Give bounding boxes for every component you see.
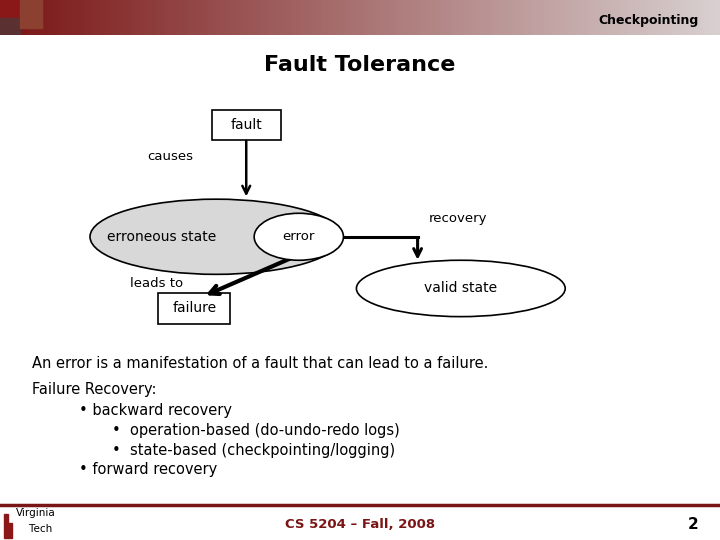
FancyBboxPatch shape	[158, 293, 230, 323]
Text: Tech: Tech	[16, 524, 52, 535]
Text: Checkpointing: Checkpointing	[598, 14, 698, 27]
Text: •  operation-based (do-undo-redo logs): • operation-based (do-undo-redo logs)	[112, 423, 400, 438]
Ellipse shape	[356, 260, 565, 316]
Text: valid state: valid state	[424, 281, 498, 295]
Text: •  state-based (checkpointing/logging): • state-based (checkpointing/logging)	[112, 443, 395, 457]
Bar	[0, 17, 20, 35]
Bar	[0, 0, 20, 17]
Ellipse shape	[90, 199, 342, 274]
Text: causes: causes	[147, 151, 193, 164]
Text: failure: failure	[172, 301, 217, 315]
Text: leads to: leads to	[130, 277, 184, 290]
Text: fault: fault	[230, 118, 263, 132]
Text: CS 5204 – Fall, 2008: CS 5204 – Fall, 2008	[285, 518, 435, 531]
Bar	[4, 514, 8, 523]
Text: Failure Recovery:: Failure Recovery:	[32, 382, 157, 397]
Text: recovery: recovery	[428, 212, 487, 225]
Text: erroneous state: erroneous state	[107, 230, 217, 244]
Text: • backward recovery: • backward recovery	[79, 403, 232, 418]
Bar	[4, 523, 12, 538]
Text: error: error	[283, 230, 315, 243]
Text: An error is a manifestation of a fault that can lead to a failure.: An error is a manifestation of a fault t…	[32, 356, 489, 371]
Text: • forward recovery: • forward recovery	[79, 462, 217, 477]
FancyBboxPatch shape	[212, 110, 281, 140]
Ellipse shape	[254, 213, 343, 260]
Text: 2: 2	[688, 517, 698, 531]
Text: Virginia: Virginia	[16, 508, 55, 518]
Bar	[20, 0, 42, 28]
Text: Fault Tolerance: Fault Tolerance	[264, 55, 456, 75]
